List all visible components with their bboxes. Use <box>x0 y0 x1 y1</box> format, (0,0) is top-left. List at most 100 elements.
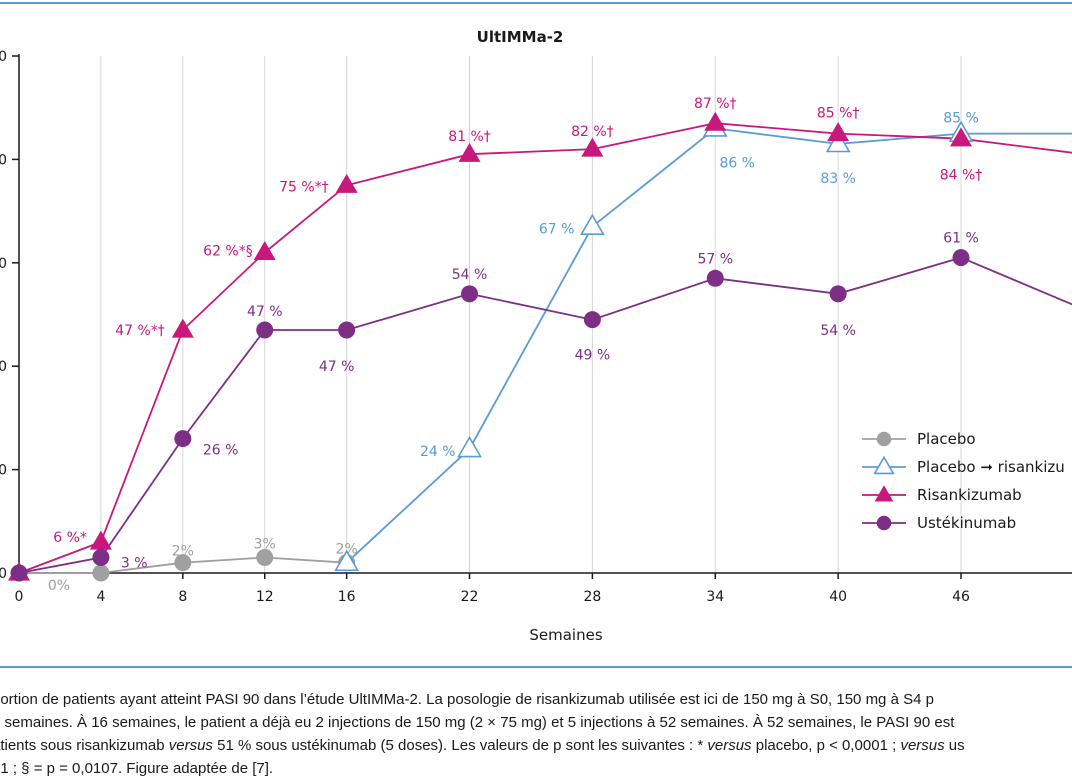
caption-versus: versus <box>168 737 213 754</box>
data-point <box>338 321 356 339</box>
y-tick-label: 0 <box>0 566 7 582</box>
x-tick-label: 34 <box>706 589 724 605</box>
data-point <box>952 249 970 267</box>
data-point <box>874 485 894 502</box>
x-tick-label: 16 <box>338 589 356 605</box>
data-label: 0% <box>48 578 70 594</box>
data-point <box>581 137 604 157</box>
data-point <box>461 285 479 303</box>
data-point <box>92 548 110 566</box>
data-label: 84 %† <box>940 168 983 184</box>
caption-line: 2 semaines. À 16 semaines, le patient a … <box>0 714 955 731</box>
legend-label: Placebo ➞ risankizu <box>917 458 1065 476</box>
data-label: 75 %*† <box>279 179 329 195</box>
legend-label: Risankizumab <box>917 486 1022 504</box>
x-tick-label: 12 <box>256 589 274 605</box>
caption-text: 51 % sous ustékinumab (5 doses). Les val… <box>212 737 708 754</box>
data-point <box>458 142 481 162</box>
data-label: 87 %† <box>694 96 737 112</box>
x-axis-label: Semaines <box>529 626 602 644</box>
data-label: 82 %† <box>571 124 614 140</box>
caption-text: us <box>944 737 965 754</box>
data-label: 62 %*§ <box>203 243 253 259</box>
y-tick-label: 0 <box>0 256 7 272</box>
data-point <box>876 431 892 447</box>
data-label: 83 % <box>820 171 856 187</box>
data-point <box>92 564 110 582</box>
top-rule <box>0 2 1072 4</box>
data-point <box>827 122 850 142</box>
caption-text: placebo, p < 0,0001 ; <box>751 737 901 754</box>
data-label: 54 % <box>452 267 488 283</box>
y-tick-label: 0 <box>0 463 7 479</box>
data-label: 57 % <box>697 251 733 267</box>
data-point <box>706 269 724 287</box>
legend-label: Placebo <box>917 430 976 448</box>
data-labels: 0% 2% 3% 2% 24 % 67 % 86 % 83 % 85 % 6 %* 47 %*† 62… <box>48 96 982 594</box>
caption-versus: versus <box>900 737 945 754</box>
x-tick-label: 8 <box>178 589 187 605</box>
x-tick-label: 28 <box>583 589 601 605</box>
series-line <box>18 122 1072 574</box>
data-point <box>171 318 194 338</box>
data-point <box>10 564 28 582</box>
y-tick-label: 0 <box>0 152 7 168</box>
data-point <box>829 285 847 303</box>
figure-caption: portion de patients ayant atteint PASI 9… <box>0 688 1072 780</box>
caption-rule <box>0 666 1072 668</box>
caption-line: 01 ; § = p = 0,0107. Figure adaptée de [… <box>0 760 274 777</box>
data-label: 2% <box>172 544 194 560</box>
data-label: 85 % <box>943 111 979 127</box>
data-point <box>89 530 112 550</box>
caption-line: atients sous risankizumab versus 51 % so… <box>0 734 1072 757</box>
data-label: 24 % <box>420 444 456 460</box>
data-point <box>174 430 192 448</box>
caption-versus: versus <box>707 737 752 754</box>
x-tick-label: 0 <box>15 589 24 605</box>
legend: Placebo Placebo ➞ risankizu Risankizumab Us… <box>862 430 1065 532</box>
data-point <box>334 549 360 572</box>
chart-title: UltIMMa-2 <box>477 28 564 46</box>
data-point <box>873 455 895 475</box>
x-tick-label: 22 <box>461 589 479 605</box>
data-point <box>950 127 972 147</box>
x-tick-label: 46 <box>952 589 970 605</box>
data-label: 3 % <box>121 555 148 571</box>
data-label: 6 %* <box>53 530 87 546</box>
y-tick-label: 0 <box>0 359 7 375</box>
data-label: 49 % <box>575 348 611 364</box>
data-label: 67 % <box>539 222 575 238</box>
data-label: 85 %† <box>817 106 860 122</box>
data-point <box>457 435 482 458</box>
series-line <box>18 256 1072 574</box>
data-label: 54 % <box>820 323 856 339</box>
data-point <box>256 321 274 339</box>
data-point <box>256 548 274 566</box>
y-tick-label: 0 <box>0 49 7 65</box>
data-label: 2% <box>336 542 358 558</box>
data-label: 81 %† <box>448 129 491 145</box>
data-point <box>335 173 358 193</box>
data-point <box>825 130 851 153</box>
data-point <box>876 515 892 531</box>
data-point <box>580 213 605 236</box>
data-point <box>174 554 192 572</box>
data-label: 61 % <box>943 231 979 247</box>
x-tick-label: 40 <box>829 589 847 605</box>
x-tick-label: 4 <box>96 589 105 605</box>
legend-label: Ustékinumab <box>917 514 1016 532</box>
data-label: 26 % <box>203 443 239 459</box>
data-point <box>704 111 727 131</box>
data-label: 47 %*† <box>115 323 165 339</box>
data-label: 47 % <box>319 359 355 375</box>
data-label: 47 % <box>247 304 283 320</box>
series <box>8 111 1072 582</box>
data-point <box>583 311 601 329</box>
caption-text: atients sous risankizumab <box>0 737 169 754</box>
caption-line: portion de patients ayant atteint PASI 9… <box>0 691 934 708</box>
data-label: 3% <box>254 536 276 552</box>
data-label: 86 % <box>719 155 755 171</box>
data-point <box>253 241 276 261</box>
